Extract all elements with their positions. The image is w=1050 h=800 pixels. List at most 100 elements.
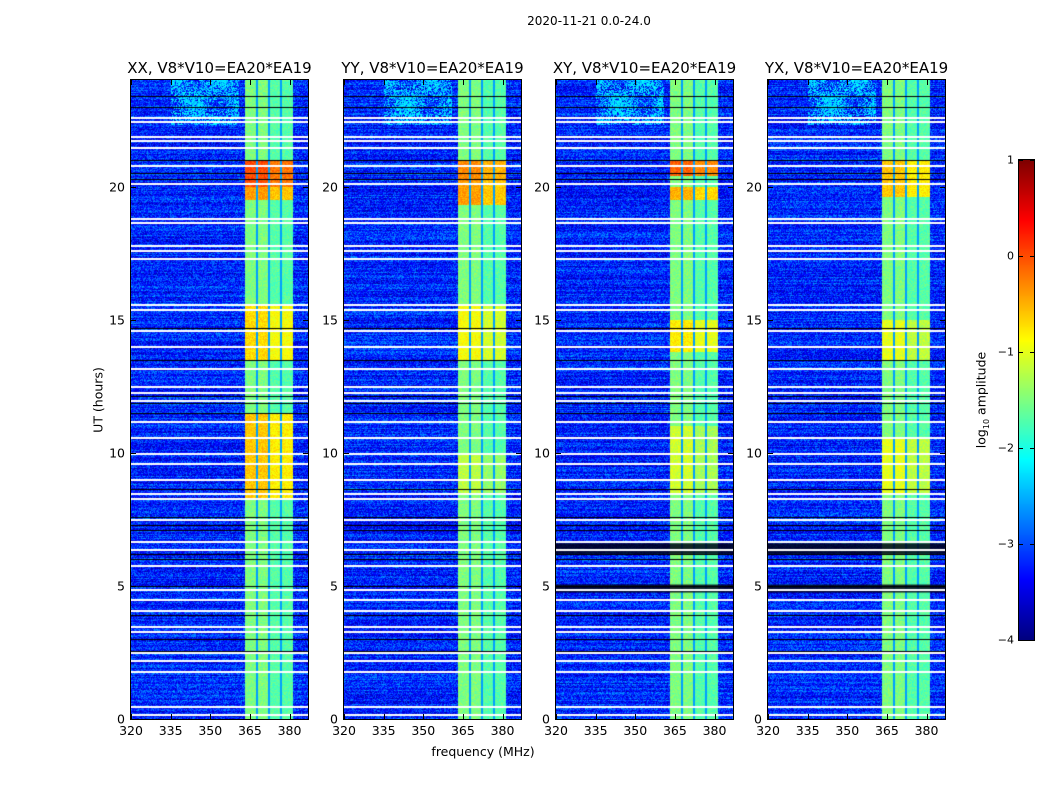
x-tick-mark-top [926, 80, 928, 85]
y-tick-label: 10 [534, 445, 550, 461]
heatmap-panel [130, 79, 309, 720]
y-tick-label: 15 [109, 312, 125, 328]
x-tick-label: 365 [662, 723, 687, 738]
x-tick-mark-top [768, 80, 769, 85]
colorbar-tick-mark [1019, 544, 1023, 545]
colorbar-tick-label: 1 [1007, 153, 1014, 167]
y-tick-mark [131, 186, 136, 188]
y-tick-mark-right [516, 186, 521, 188]
x-tick-mark [383, 714, 385, 719]
y-tick-mark-right [303, 719, 308, 720]
x-tick-mark-top [344, 80, 345, 85]
x-tick-label: 335 [795, 723, 820, 738]
y-tick-label: 0 [542, 711, 550, 727]
colorbar-tick-mark [1019, 160, 1023, 161]
y-tick-label: 15 [322, 312, 338, 328]
x-tick-mark-top [462, 80, 464, 85]
x-tick-mark-top [595, 80, 597, 85]
x-tick-mark [289, 714, 291, 719]
x-tick-mark [210, 714, 212, 719]
y-tick-mark [556, 452, 561, 454]
y-tick-label: 10 [746, 445, 762, 461]
x-tick-label: 380 [277, 723, 302, 738]
y-tick-mark-right [940, 186, 945, 188]
x-tick-mark [344, 714, 345, 719]
y-tick-label: 0 [330, 711, 338, 727]
y-tick-mark-right [303, 186, 308, 188]
x-tick-mark-top [249, 80, 251, 85]
y-tick-label: 10 [322, 445, 338, 461]
x-tick-mark [595, 714, 597, 719]
x-axis-label: frequency (MHz) [431, 744, 535, 759]
y-tick-mark [556, 186, 561, 188]
y-tick-mark [768, 319, 773, 321]
y-tick-label: 0 [754, 711, 762, 727]
x-tick-label: 350 [835, 723, 860, 738]
y-tick-label: 5 [754, 578, 762, 594]
x-tick-mark [886, 714, 888, 719]
colorbar-tick-label: −4 [997, 633, 1014, 647]
colorbar-tick-mark-right [1030, 160, 1034, 161]
x-tick-label: 380 [702, 723, 727, 738]
panel-title: YY, V8*V10=EA20*EA19 [341, 59, 524, 77]
x-tick-mark-top [210, 80, 212, 85]
x-tick-mark-top [556, 80, 557, 85]
x-tick-mark-top [170, 80, 172, 85]
y-tick-mark [131, 452, 136, 454]
panel-title: XX, V8*V10=EA20*EA19 [127, 59, 312, 77]
y-tick-label: 0 [117, 711, 125, 727]
y-tick-mark [768, 186, 773, 188]
x-tick-mark-top [383, 80, 385, 85]
y-tick-mark [768, 585, 773, 587]
y-tick-label: 20 [534, 179, 550, 194]
x-tick-mark [768, 714, 769, 719]
x-tick-mark [807, 714, 809, 719]
y-tick-mark-right [303, 319, 308, 321]
x-tick-label: 320 [756, 723, 780, 738]
colorbar-tick-label: 0 [1007, 249, 1014, 263]
y-tick-label: 20 [746, 179, 762, 194]
y-tick-mark-right [940, 719, 945, 720]
y-tick-label: 5 [330, 578, 338, 594]
figure-suptitle: 2020-11-21 0.0-24.0 [527, 14, 651, 28]
y-axis-label: UT (hours) [90, 367, 106, 433]
x-tick-mark [674, 714, 676, 719]
x-tick-mark-top [847, 80, 849, 85]
panel-title: YX, V8*V10=EA20*EA19 [764, 59, 949, 77]
y-tick-mark-right [940, 585, 945, 587]
y-tick-mark-right [728, 719, 733, 720]
x-tick-mark [249, 714, 251, 719]
x-tick-label: 335 [583, 723, 608, 738]
colorbar-tick-label: −1 [997, 345, 1014, 359]
x-tick-mark [556, 714, 557, 719]
y-tick-mark-right [728, 186, 733, 188]
y-tick-label: 15 [746, 312, 762, 328]
heatmap-image [131, 80, 308, 719]
x-tick-label: 350 [623, 723, 648, 738]
colorbar [1018, 159, 1035, 641]
x-tick-mark [131, 714, 132, 719]
heatmap-panel [767, 79, 946, 720]
panel-title: XY, V8*V10=EA20*EA19 [552, 59, 737, 77]
colorbar-tick-label: −2 [997, 441, 1014, 455]
colorbar-tick-mark-right [1030, 640, 1034, 641]
colorbar-gradient [1019, 160, 1034, 640]
colorbar-tick-mark [1019, 256, 1023, 257]
x-tick-mark-top [502, 80, 504, 85]
colorbar-tick-mark-right [1030, 256, 1034, 257]
y-tick-mark-right [516, 452, 521, 454]
colorbar-label: log10 amplitude [973, 352, 991, 448]
y-tick-label: 5 [542, 578, 550, 594]
heatmap-panel [343, 79, 522, 720]
heatmap-panel [555, 79, 734, 720]
y-tick-mark [768, 719, 773, 720]
heatmap-image [556, 80, 733, 719]
x-tick-mark-top [131, 80, 132, 85]
y-tick-label: 15 [534, 312, 550, 328]
y-tick-mark [556, 585, 561, 587]
x-tick-label: 320 [332, 723, 356, 738]
y-tick-mark-right [516, 585, 521, 587]
x-tick-mark-top [674, 80, 676, 85]
heatmap-image [344, 80, 521, 719]
x-tick-mark-top [714, 80, 716, 85]
